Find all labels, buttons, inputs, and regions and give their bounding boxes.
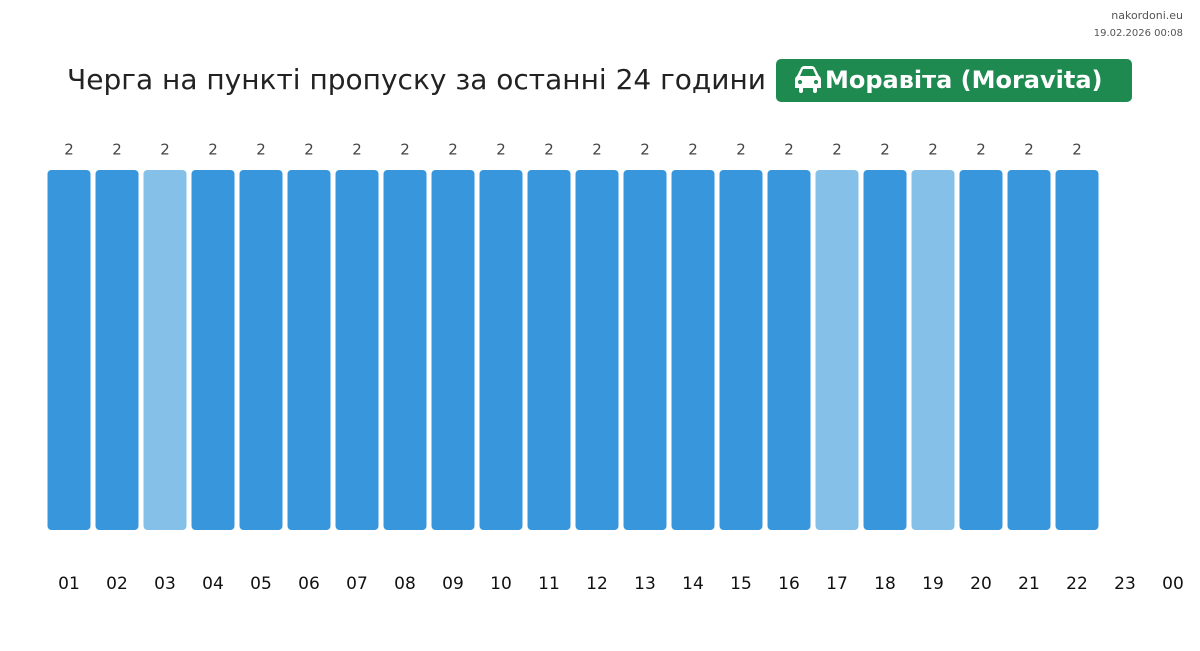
bar bbox=[239, 170, 283, 530]
bar bbox=[911, 170, 955, 530]
badge-label: Моравіта (Moravita) bbox=[825, 66, 1103, 94]
value-label: 2 bbox=[448, 141, 458, 159]
value-label: 2 bbox=[784, 141, 794, 159]
timestamp: 19.02.2026 00:08 bbox=[1094, 28, 1183, 39]
x-tick-label: 03 bbox=[154, 574, 176, 594]
x-tick-label: 01 bbox=[58, 574, 80, 594]
x-tick-label: 12 bbox=[586, 574, 608, 594]
x-tick-label: 00 bbox=[1162, 574, 1184, 594]
value-label: 2 bbox=[544, 141, 554, 159]
bar bbox=[191, 170, 235, 530]
bar bbox=[959, 170, 1003, 530]
bar bbox=[47, 170, 91, 530]
x-tick-label: 23 bbox=[1114, 574, 1136, 594]
bar bbox=[287, 170, 331, 530]
value-label: 2 bbox=[1072, 141, 1082, 159]
x-tick-label: 21 bbox=[1018, 574, 1040, 594]
value-label: 2 bbox=[496, 141, 506, 159]
x-tick-label: 22 bbox=[1066, 574, 1088, 594]
value-label: 2 bbox=[352, 141, 362, 159]
bar bbox=[575, 170, 619, 530]
x-tick-label: 14 bbox=[682, 574, 704, 594]
x-tick-label: 16 bbox=[778, 574, 800, 594]
site: nakordoni.eu bbox=[1111, 9, 1183, 22]
value-label: 2 bbox=[688, 141, 698, 159]
bar bbox=[863, 170, 907, 530]
value-label: 2 bbox=[256, 141, 266, 159]
x-tick-label: 02 bbox=[106, 574, 128, 594]
bar bbox=[431, 170, 475, 530]
x-tick-label: 10 bbox=[490, 574, 512, 594]
bar bbox=[95, 170, 139, 530]
value-label: 2 bbox=[832, 141, 842, 159]
value-label: 2 bbox=[208, 141, 218, 159]
value-label: 2 bbox=[160, 141, 170, 159]
bar bbox=[767, 170, 811, 530]
bar bbox=[1055, 170, 1099, 530]
value-label: 2 bbox=[640, 141, 650, 159]
x-tick-label: 17 bbox=[826, 574, 848, 594]
value-label: 2 bbox=[1024, 141, 1034, 159]
value-label: 2 bbox=[928, 141, 938, 159]
bar bbox=[143, 170, 187, 530]
x-tick-label: 06 bbox=[298, 574, 320, 594]
x-tick-label: 11 bbox=[538, 574, 560, 594]
bar bbox=[815, 170, 859, 530]
bar bbox=[623, 170, 667, 530]
x-tick-label: 09 bbox=[442, 574, 464, 594]
value-label: 2 bbox=[112, 141, 122, 159]
value-label: 2 bbox=[64, 141, 74, 159]
x-tick-label: 20 bbox=[970, 574, 992, 594]
badge bbox=[776, 59, 1132, 102]
bar bbox=[335, 170, 379, 530]
x-tick-label: 05 bbox=[250, 574, 272, 594]
x-tick-label: 15 bbox=[730, 574, 752, 594]
value-label: 2 bbox=[400, 141, 410, 159]
chart-title: Черга на пункті пропуску за останні 24 г… bbox=[67, 63, 766, 96]
bar bbox=[383, 170, 427, 530]
bar bbox=[671, 170, 715, 530]
bar bbox=[1007, 170, 1051, 530]
x-tick-label: 04 bbox=[202, 574, 224, 594]
bar bbox=[719, 170, 763, 530]
bar bbox=[479, 170, 523, 530]
value-label: 2 bbox=[304, 141, 314, 159]
car-icon bbox=[795, 66, 821, 93]
value-label: 2 bbox=[976, 141, 986, 159]
value-label: 2 bbox=[592, 141, 602, 159]
x-tick-label: 18 bbox=[874, 574, 896, 594]
value-label: 2 bbox=[736, 141, 746, 159]
value-label: 2 bbox=[880, 141, 890, 159]
x-tick-label: 19 bbox=[922, 574, 944, 594]
x-tick-label: 13 bbox=[634, 574, 656, 594]
bar bbox=[527, 170, 571, 530]
x-tick-label: 08 bbox=[394, 574, 416, 594]
x-tick-label: 07 bbox=[346, 574, 368, 594]
